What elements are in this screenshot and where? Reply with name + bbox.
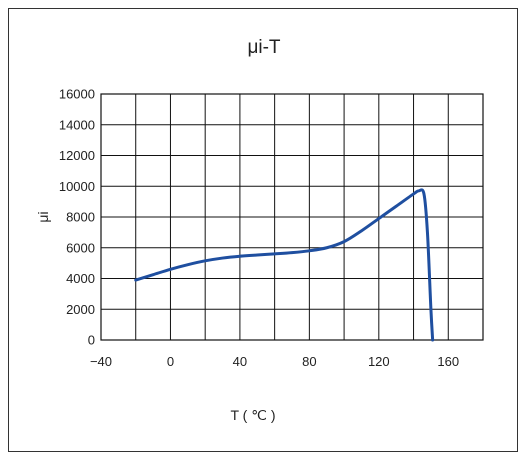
- x-tick-label: 0: [167, 354, 174, 369]
- x-tick-label: 120: [368, 354, 390, 369]
- y-tick-label: 8000: [66, 210, 95, 225]
- y-tick-label: 14000: [59, 117, 95, 132]
- y-tick-label: 16000: [59, 87, 95, 102]
- x-tick-label: 80: [302, 354, 316, 369]
- tick-labels: 0 2000 4000 6000 8000 10000 12000 14000 16000 −40…: [59, 87, 459, 370]
- y-tick-label: 4000: [66, 271, 95, 286]
- x-tick-label: 40: [233, 354, 247, 369]
- x-axis-label: T ( ℃ ): [230, 407, 275, 423]
- series-group: [134, 188, 435, 342]
- y-tick-label: 10000: [59, 179, 95, 194]
- y-tick-label: 0: [88, 333, 95, 348]
- chart-title: μi-T: [247, 37, 280, 58]
- y-tick-label: 2000: [66, 302, 95, 317]
- x-tick-label: −40: [90, 354, 112, 369]
- y-tick-label: 6000: [66, 240, 95, 255]
- chart-frame: [8, 8, 518, 452]
- y-axis-label: μi: [35, 211, 51, 222]
- y-tick-label: 12000: [59, 148, 95, 163]
- plot-area-border: [100, 93, 484, 341]
- grid: [100, 93, 484, 341]
- x-tick-label: 160: [437, 354, 459, 369]
- series-line: [134, 188, 435, 342]
